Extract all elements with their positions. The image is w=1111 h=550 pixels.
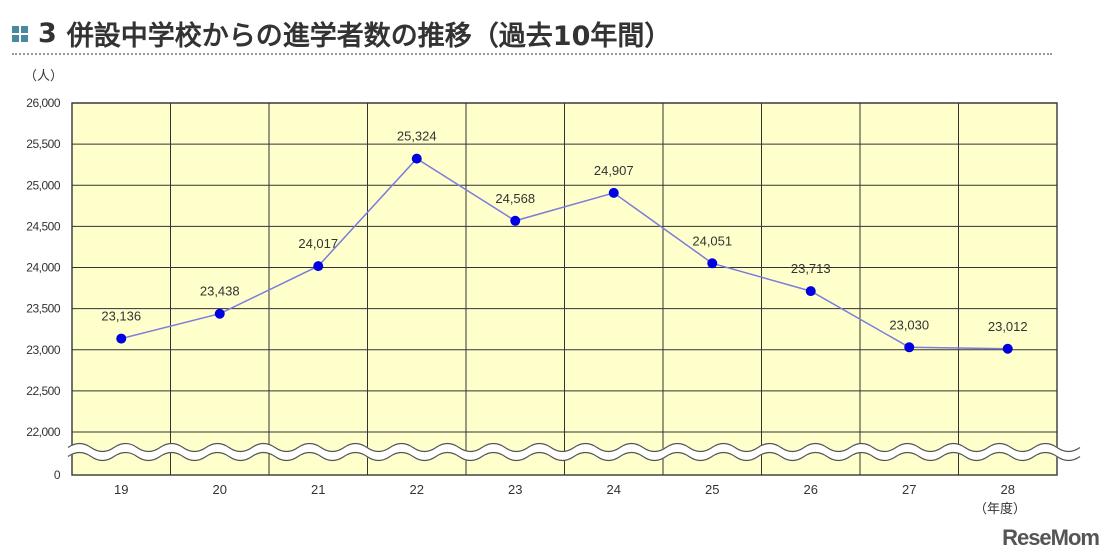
data-label: 23,136 bbox=[101, 309, 141, 324]
data-label: 24,017 bbox=[298, 236, 338, 251]
data-label: 24,907 bbox=[594, 163, 634, 178]
series-line bbox=[121, 157, 1008, 350]
data-point bbox=[608, 187, 619, 198]
x-tick-label: 22 bbox=[410, 482, 424, 497]
data-point bbox=[707, 258, 718, 269]
data-point bbox=[510, 215, 521, 226]
x-tick-label: 27 bbox=[902, 482, 916, 497]
x-tick-label: 21 bbox=[311, 482, 325, 497]
axis-break-edge bbox=[67, 451, 1081, 462]
y-tick-label: 25,000 bbox=[26, 178, 61, 192]
title-text: 併設中学校からの進学者数の推移（過去10年間） bbox=[66, 21, 672, 52]
data-point bbox=[1002, 343, 1013, 354]
y-tick-label: 23,000 bbox=[26, 343, 61, 357]
x-tick-label: 24 bbox=[607, 482, 621, 497]
y-tick-label: 22,500 bbox=[26, 384, 61, 398]
title-divider bbox=[12, 53, 1052, 55]
chart-title: 3 併設中学校からの進学者数の推移（過去10年間） bbox=[12, 14, 671, 53]
data-label: 24,568 bbox=[495, 191, 535, 206]
data-point bbox=[116, 333, 127, 344]
x-axis-unit: （年度） bbox=[974, 501, 1026, 516]
x-tick-label: 23 bbox=[508, 482, 522, 497]
data-label: 24,051 bbox=[692, 233, 732, 248]
y-tick-label: 25,500 bbox=[26, 137, 61, 151]
y-axis-unit: （人） bbox=[24, 68, 63, 83]
data-point bbox=[214, 308, 225, 319]
axis-break bbox=[65, 443, 1083, 461]
x-tick-label: 19 bbox=[114, 482, 128, 497]
title-bullet-icon bbox=[12, 25, 28, 42]
y-tick-label: 22,000 bbox=[26, 425, 61, 439]
data-label: 25,324 bbox=[397, 129, 437, 144]
data-label: 23,438 bbox=[200, 284, 240, 299]
y-tick-label: 0 bbox=[54, 468, 61, 482]
y-tick-label: 24,500 bbox=[26, 219, 61, 233]
x-tick-label: 26 bbox=[804, 482, 818, 497]
data-point bbox=[805, 286, 816, 297]
data-label: 23,030 bbox=[889, 317, 929, 332]
axis-break-edge bbox=[67, 442, 1081, 453]
data-label: 23,713 bbox=[791, 261, 831, 276]
title-number: 3 bbox=[38, 18, 57, 49]
data-point bbox=[411, 153, 422, 164]
y-tick-label: 24,000 bbox=[26, 261, 61, 275]
y-tick-label: 23,500 bbox=[26, 302, 61, 316]
resemom-logo: ReseMom bbox=[1002, 525, 1100, 550]
data-label: 23,012 bbox=[988, 319, 1028, 334]
y-tick-label: 26,000 bbox=[26, 96, 61, 110]
x-tick-label: 20 bbox=[213, 482, 227, 497]
x-tick-label: 25 bbox=[705, 482, 719, 497]
x-tick-label: 28 bbox=[1001, 482, 1015, 497]
data-point bbox=[904, 342, 915, 353]
data-point bbox=[313, 261, 324, 272]
